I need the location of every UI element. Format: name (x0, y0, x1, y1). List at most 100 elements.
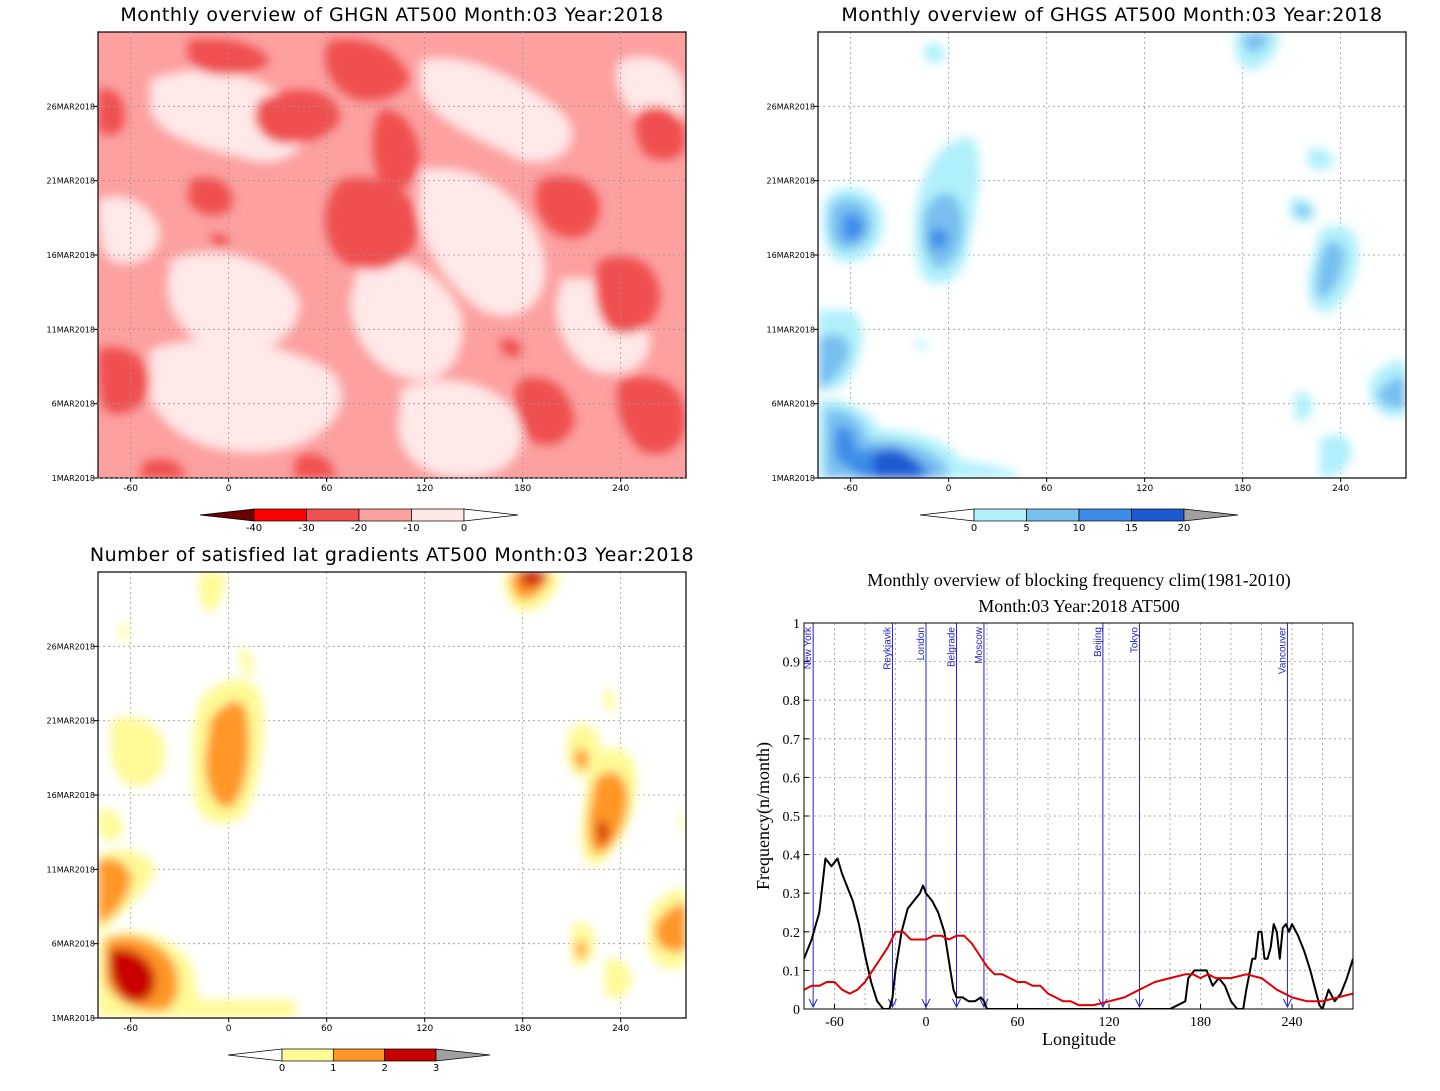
colorbar-tick-label: 1 (330, 1063, 336, 1074)
chart-y-tick-label: 0.7 (783, 733, 801, 748)
ghgs-title: Monthly overview of GHGS AT500 Month:03 … (841, 4, 1382, 26)
colorbar-segment (253, 508, 307, 522)
chart-title: Monthly overview of blocking frequency c… (867, 570, 1290, 591)
y-tick-label: 6MAR2018 (52, 940, 95, 949)
colorbar-high-triangle (1183, 508, 1239, 522)
chart-series (804, 857, 1353, 1009)
city-label: Tokyo (1130, 627, 1141, 654)
chart-ticks: 0 0.1 0.2 0.3 0.4 0.5 0.6 0.7 0.8 0.9 1 -60 0 60 120 18… (783, 617, 1303, 1030)
ghgs-colorbar: 0 5 10 15 20 (919, 508, 1239, 534)
chart-y-tick-label: 0.1 (783, 964, 801, 979)
chart-x-tick-label: 60 (1011, 1015, 1025, 1030)
ghgn-title: Monthly overview of GHGN AT500 Month:03 … (120, 4, 663, 26)
chart-subtitle: Month:03 Year:2018 AT500 (978, 596, 1180, 616)
x-tick-label: 0 (226, 484, 232, 494)
ghgn-panel: Monthly overview of GHGN AT500 Month:03 … (47, 4, 687, 534)
city-arrow-icon (1282, 998, 1292, 1009)
chart-ylabel: Frequency(n/month) (753, 742, 774, 890)
colorbar-tick-label: 0 (279, 1063, 285, 1074)
latgrad-panel: Number of satisfied lat gradients AT500 … (47, 544, 694, 1074)
y-tick-label: 11MAR2018 (47, 865, 95, 874)
y-tick-label: 1MAR2018 (52, 474, 95, 483)
colorbar-high-triangle (463, 508, 519, 522)
y-tick-label: 21MAR2018 (47, 717, 95, 726)
chart-x-tick-label: -60 (825, 1015, 844, 1030)
chart-xlabel: Longitude (1042, 1029, 1116, 1049)
latgrad-axes: -60 0 60 120 180 240 1MAR2018 6MAR2018 11MAR2018… (47, 642, 630, 1034)
chart-x-tick-label: 120 (1099, 1015, 1120, 1030)
colorbar-low-triangle (227, 1048, 283, 1062)
x-tick-label: -60 (843, 484, 858, 494)
y-tick-label: 11MAR2018 (767, 325, 815, 334)
chart-y-tick-label: 1 (793, 617, 800, 632)
y-tick-label: 21MAR2018 (47, 177, 95, 186)
x-tick-label: 0 (946, 484, 952, 494)
y-tick-label: 16MAR2018 (47, 791, 95, 800)
colorbar-tick-label: -20 (351, 523, 367, 534)
colorbar-tick-label: 2 (381, 1063, 387, 1074)
chart-y-tick-label: 0 (793, 1003, 800, 1018)
chart-y-tick-label: 0.5 (783, 810, 801, 825)
colorbar-low-triangle (199, 508, 255, 522)
city-label: Reykjavik (882, 626, 893, 670)
city-label: Moscow (974, 626, 985, 663)
city-label: London (916, 627, 927, 660)
y-tick-label: 21MAR2018 (767, 177, 815, 186)
y-tick-label: 16MAR2018 (767, 251, 815, 260)
chart-y-tick-label: 0.9 (783, 656, 801, 671)
colorbar-tick-label: 15 (1125, 523, 1138, 534)
y-tick-label: 6MAR2018 (52, 400, 95, 409)
y-tick-label: 26MAR2018 (47, 642, 95, 651)
colorbar-segment (281, 1048, 334, 1062)
x-tick-label: 0 (226, 1024, 232, 1034)
colorbar-tick-label: -10 (403, 523, 419, 534)
ghgs-panel: Monthly overview of GHGS AT500 Month:03 … (767, 4, 1407, 534)
city-arrow-icon (1135, 998, 1144, 1009)
colorbar-tick-label: -40 (246, 523, 262, 534)
chart-y-tick-label: 0.3 (783, 887, 801, 902)
x-tick-label: 60 (321, 484, 333, 494)
y-tick-label: 16MAR2018 (47, 251, 95, 260)
y-tick-label: 6MAR2018 (772, 400, 815, 409)
chart-x-tick-label: 240 (1282, 1015, 1303, 1030)
ghgn-colorbar: -40 -30 -20 -10 0 (199, 508, 519, 534)
city-label: New York (803, 626, 814, 669)
x-tick-label: 120 (1136, 484, 1153, 494)
x-tick-label: 180 (514, 1024, 531, 1034)
blocking-chart: Monthly overview of blocking frequency c… (753, 570, 1354, 1049)
x-tick-label: 60 (321, 1024, 333, 1034)
colorbar-segment (384, 1048, 437, 1062)
latgrad-contour-field (98, 572, 686, 1018)
x-tick-label: 240 (612, 1024, 629, 1034)
x-tick-label: 180 (1234, 484, 1251, 494)
x-tick-label: 120 (416, 1024, 433, 1034)
y-tick-label: 1MAR2018 (772, 474, 815, 483)
colorbar-low-triangle (919, 508, 975, 522)
latgrad-title: Number of satisfied lat gradients AT500 … (90, 544, 694, 566)
colorbar-segment (358, 508, 412, 522)
ghgs-contour-field (818, 32, 1406, 478)
colorbar-segment (1026, 508, 1080, 522)
ghgn-axes: -60 0 60 120 180 240 1MAR2018 6MAR2018 11MAR2018… (47, 32, 686, 494)
colorbar-segment (306, 508, 360, 522)
ghgs-axes: -60 0 60 120 180 240 1MAR2018 6MAR2018 11MAR2018… (767, 102, 1350, 494)
city-label: Beijing (1093, 627, 1104, 657)
colorbar-tick-label: 0 (971, 523, 977, 534)
y-tick-label: 26MAR2018 (767, 102, 815, 111)
colorbar-tick-label: 5 (1023, 523, 1029, 534)
colorbar-segment (973, 508, 1027, 522)
colorbar-tick-label: -30 (298, 523, 314, 534)
colorbar-high-triangle (435, 1048, 491, 1062)
colorbar-segment (411, 508, 465, 522)
city-label: Belgrade (947, 627, 958, 667)
x-tick-label: -60 (123, 1024, 138, 1034)
x-tick-label: 60 (1041, 484, 1053, 494)
series-line-red (804, 930, 1353, 1007)
chart-y-tick-label: 0.6 (783, 771, 801, 786)
x-tick-label: -60 (123, 484, 138, 494)
colorbar-segment (1078, 508, 1132, 522)
y-tick-label: 11MAR2018 (47, 325, 95, 334)
x-tick-label: 120 (416, 484, 433, 494)
chart-y-tick-label: 0.8 (783, 694, 801, 709)
x-tick-label: 240 (1332, 484, 1349, 494)
